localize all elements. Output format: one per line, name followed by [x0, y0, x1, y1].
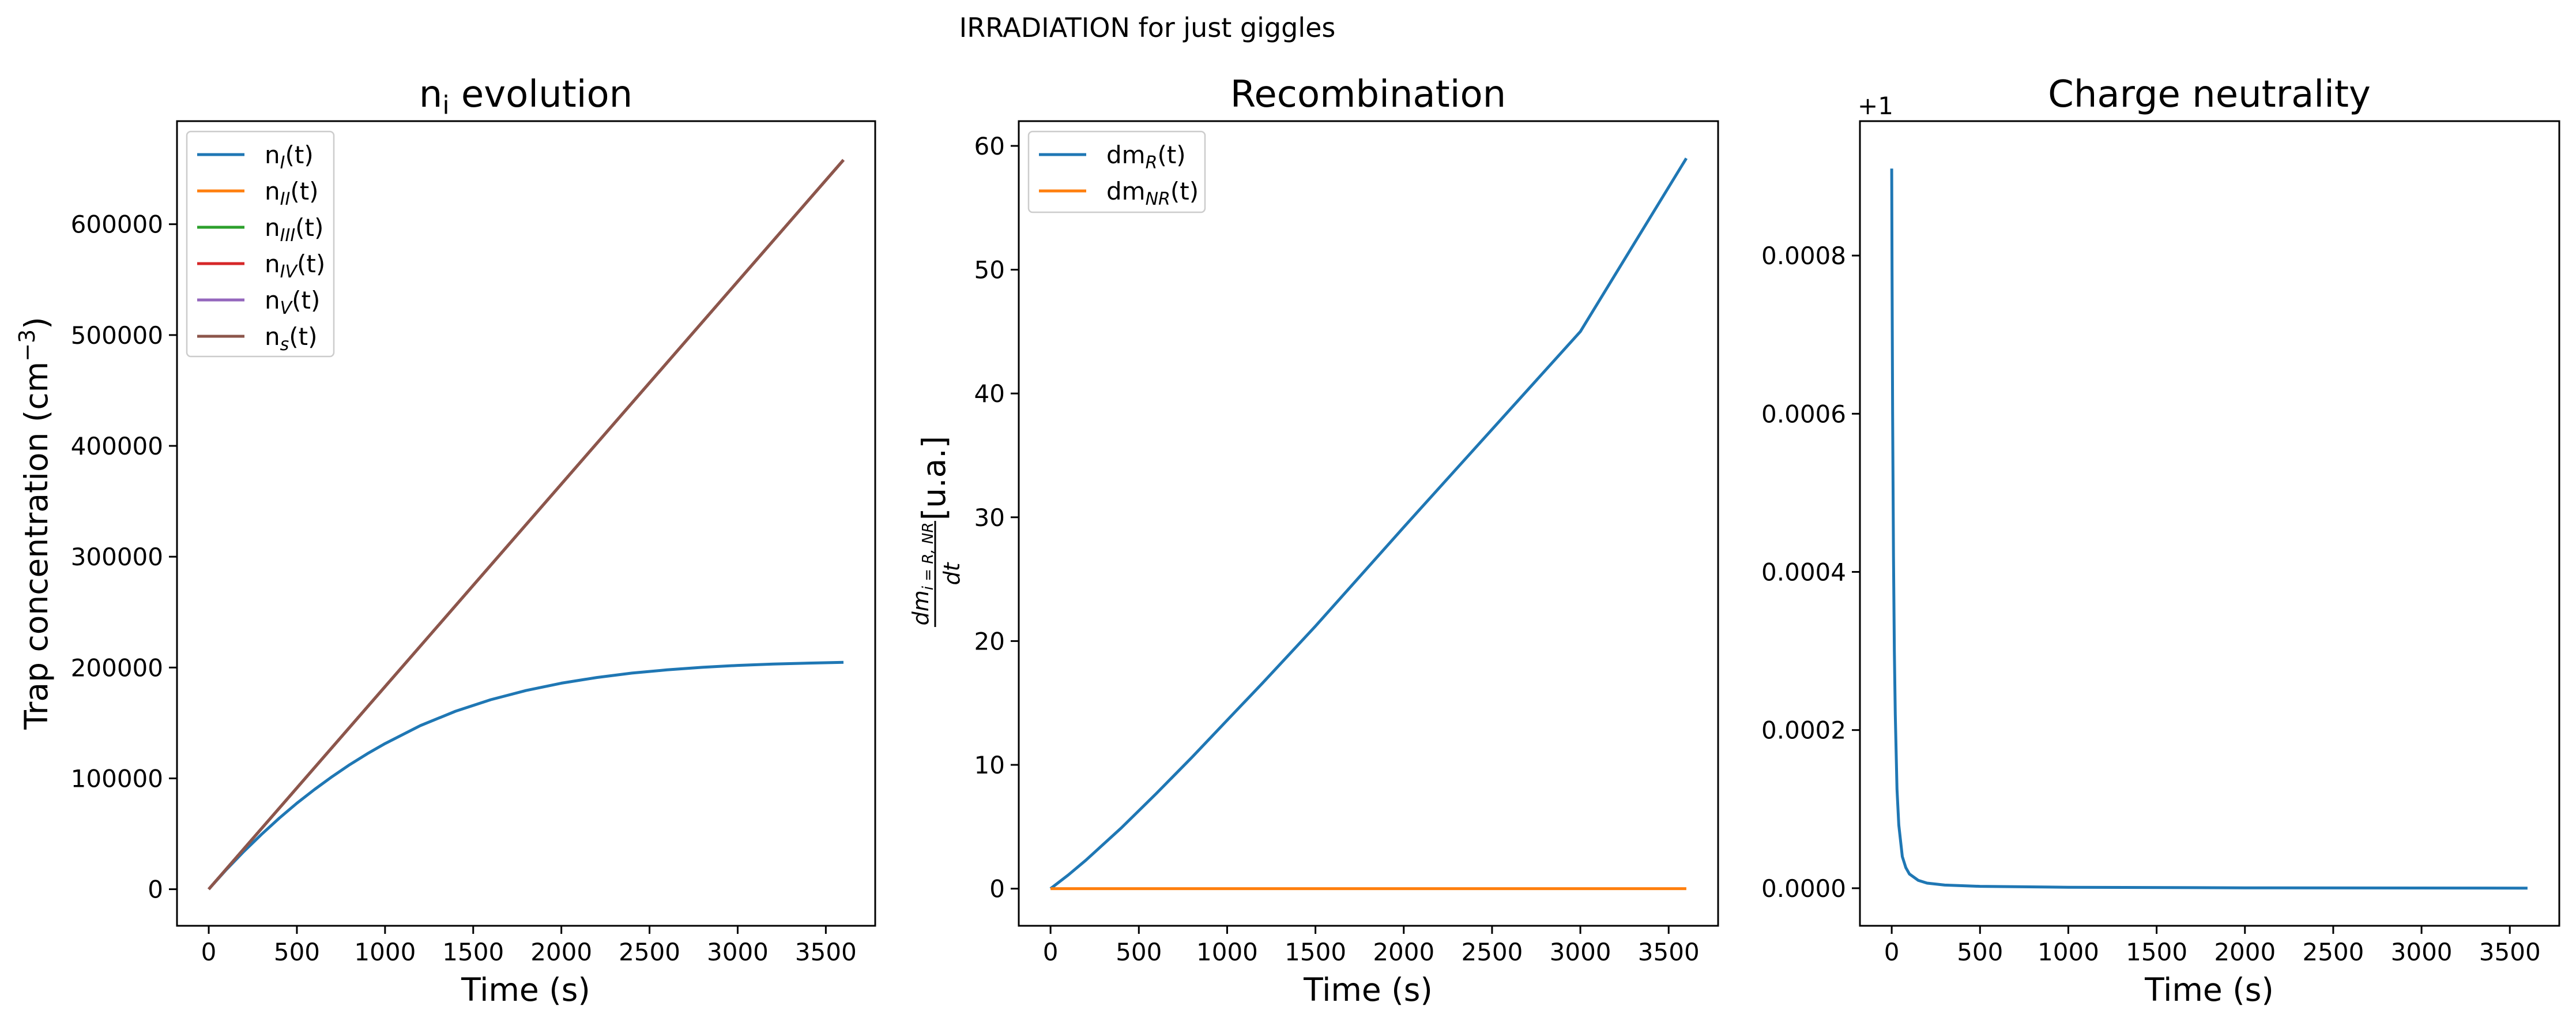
panel-2-ytick-label: 40	[974, 380, 1005, 408]
panel-3-ytick-label: 0.0008	[1761, 242, 1846, 270]
panel-3-ytick-label: 0.0006	[1761, 400, 1846, 428]
panel-1-xlabel: Time (s)	[461, 971, 590, 1008]
panel-2-marks: 0 500 1000 1500 2000 2500 3000 3500 0 10 20 30 40 50 6…	[974, 132, 1700, 966]
panel-2-ytick-label: 50	[974, 256, 1005, 284]
panel-3-xtick-label: 3000	[2391, 938, 2453, 966]
panel-3-xtick-label: 1500	[2126, 938, 2187, 966]
panel-1-series-line-5	[208, 159, 845, 891]
panel-2-xtick-label: 500	[1116, 938, 1162, 966]
panel-1-ytick-label: 300000	[71, 543, 163, 571]
panel-2-ylabel: dmi = R, NR dt [u.a.]	[908, 436, 965, 627]
panel-recombination: 0 500 1000 1500 2000 2500 3000 3500 0 10 20 30 40 50 6…	[908, 73, 1719, 1008]
panel-1-ytick-label: 100000	[71, 764, 163, 793]
figure-suptitle: IRRADIATION for just giggles	[959, 12, 1336, 43]
panel-1-ytick-label: 400000	[71, 432, 163, 460]
panel-1-xtick-label: 1000	[354, 938, 416, 966]
panel-1-ytick-label: 600000	[71, 211, 163, 239]
panel-1-title: ni evolution	[419, 73, 632, 120]
panel-2-legend: dmR(t) dmNR(t)	[1027, 130, 1206, 213]
panel-3-xtick-label: 500	[1957, 938, 2003, 966]
panel-3-xtick-label: 0	[1884, 938, 1900, 966]
panel-3-xlabel: Time (s)	[2144, 971, 2274, 1008]
legend-label-nI: nI(t)	[265, 141, 314, 173]
legend-label-ns: ns(t)	[265, 322, 318, 355]
panel-3-frame	[1859, 120, 2560, 927]
panel-3-title: Charge neutrality	[2048, 73, 2371, 116]
panel-2-xtick-label: 0	[1043, 938, 1059, 966]
legend-label-nII: nII(t)	[265, 177, 319, 209]
panel-1-marks: 0 500 1000 1500 2000 2500 3000 3500 0 100000 20000…	[71, 159, 857, 966]
panel-3-xtick-label: 2500	[2302, 938, 2364, 966]
panel-1-xtick-label: 1500	[442, 938, 504, 966]
panel-3-ytick-label: 0.0004	[1761, 558, 1846, 586]
panel-1-xtick-label: 3000	[707, 938, 769, 966]
panel-1-xtick-label: 2000	[530, 938, 592, 966]
panel-1-ytick-label: 0	[148, 876, 163, 904]
panel-1-series-line-0	[208, 660, 844, 891]
panel-3-xtick-label: 2000	[2214, 938, 2276, 966]
panel-3-xtick-label: 1000	[2038, 938, 2099, 966]
panel-2-xlabel: Time (s)	[1303, 971, 1433, 1008]
panel-1-ytick-label: 200000	[71, 654, 163, 682]
panel-2-frame	[1018, 120, 1719, 927]
panel-2-xtick-label: 1500	[1285, 938, 1346, 966]
panel-2-xtick-label: 2000	[1373, 938, 1434, 966]
panel-charge-neutrality: 0 500 1000 1500 2000 2500 3000 3500 0.0000 0.0002…	[1761, 73, 2560, 1008]
panel-3-marks: 0 500 1000 1500 2000 2500 3000 3500 0.0000 0.0002…	[1761, 168, 2541, 966]
panel-3-offset-label: +1	[1858, 92, 1893, 120]
panel-1-ytick-label: 500000	[71, 321, 163, 350]
panel-2-ytick-label: 20	[974, 627, 1005, 655]
panel-ni-evolution: 0 500 1000 1500 2000 2500 3000 3500 0 100000 20000…	[14, 73, 876, 1008]
panel-2-ytick-label: 60	[974, 132, 1005, 160]
legend-label-nIV: nIV(t)	[265, 250, 325, 282]
panel-2-xtick-label: 2500	[1461, 938, 1523, 966]
panel-2-ytick-label: 30	[974, 504, 1005, 532]
panel-1-xtick-label: 0	[201, 938, 217, 966]
svg-text:[u.a.]: [u.a.]	[916, 436, 952, 520]
panel-2-title: Recombination	[1230, 73, 1506, 116]
panel-3-ytick-label: 0.0000	[1761, 874, 1846, 903]
panel-3-xtick-label: 3500	[2479, 938, 2541, 966]
svg-text:dt: dt	[939, 561, 965, 585]
panel-3-series-line-0	[1890, 168, 2528, 890]
panel-2-series-line-0	[1049, 157, 1688, 890]
panel-1-xtick-label: 3500	[795, 938, 857, 966]
legend-label-nV: nV(t)	[265, 286, 320, 318]
panel-1-xtick-label: 2500	[619, 938, 680, 966]
panel-3-ytick-label: 0.0002	[1761, 716, 1846, 745]
panel-1-ylabel: Trap concentration (cm−3)	[14, 317, 55, 730]
legend-label-nIII: nIII(t)	[265, 213, 323, 246]
panel-1-xtick-label: 500	[274, 938, 320, 966]
panel-2-ytick-label: 0	[989, 875, 1005, 903]
panel-2-xtick-label: 3500	[1638, 938, 1700, 966]
panel-2-xtick-label: 3000	[1550, 938, 1611, 966]
svg-text:dmi = R, NR: dmi = R, NR	[908, 523, 937, 626]
panel-2-xtick-label: 1000	[1196, 938, 1258, 966]
panel-2-ytick-label: 10	[974, 751, 1005, 779]
panel-1-legend: nI(t) nII(t) nIII(t) nIV(t) nV(t) ns(t)	[186, 130, 335, 358]
panel-1-frame	[176, 120, 876, 927]
